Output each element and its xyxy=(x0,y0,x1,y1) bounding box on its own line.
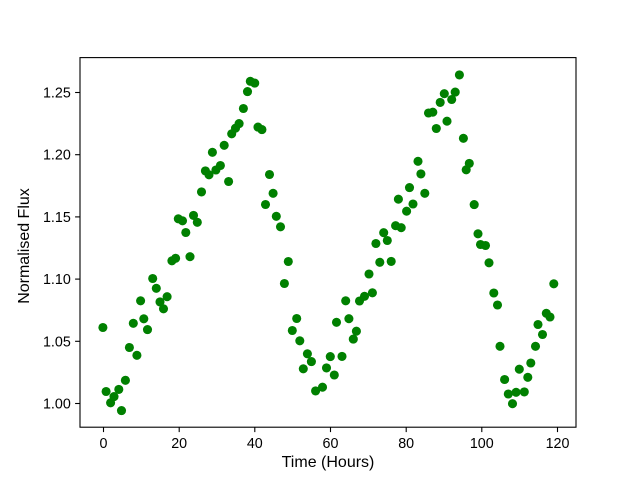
svg-text:Time (Hours): Time (Hours) xyxy=(282,454,375,471)
svg-text:1.10: 1.10 xyxy=(43,272,71,288)
svg-text:Normalised Flux: Normalised Flux xyxy=(16,188,33,304)
svg-text:1.20: 1.20 xyxy=(43,148,71,164)
svg-text:80: 80 xyxy=(398,436,414,452)
svg-text:1.00: 1.00 xyxy=(43,397,71,413)
svg-text:60: 60 xyxy=(323,436,339,452)
svg-text:0: 0 xyxy=(100,436,108,452)
svg-text:20: 20 xyxy=(171,436,187,452)
svg-text:1.25: 1.25 xyxy=(43,86,71,102)
svg-text:40: 40 xyxy=(247,436,263,452)
svg-text:1.15: 1.15 xyxy=(43,210,71,226)
svg-text:100: 100 xyxy=(470,436,494,452)
svg-text:120: 120 xyxy=(546,436,570,452)
svg-text:1.05: 1.05 xyxy=(43,334,71,350)
